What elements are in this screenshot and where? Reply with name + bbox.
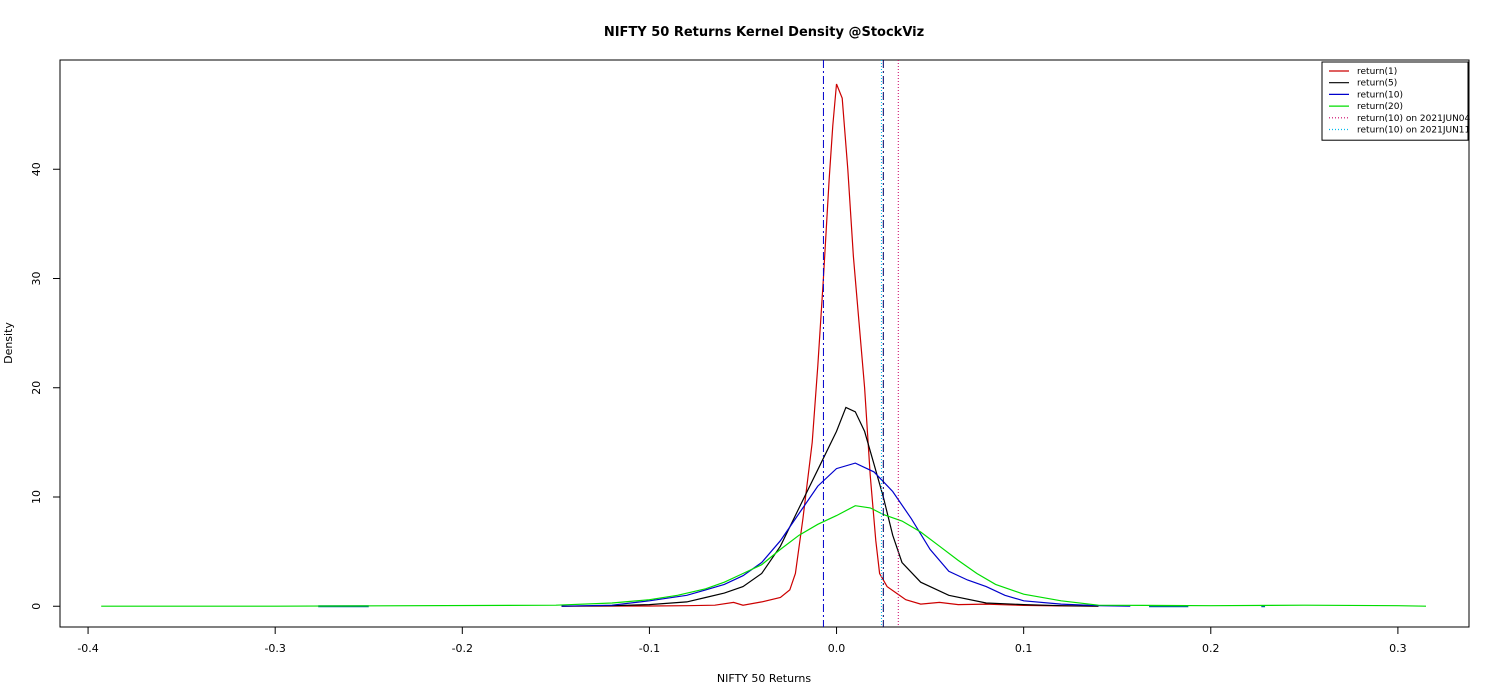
chart-title: NIFTY 50 Returns Kernel Density @StockVi…: [604, 25, 924, 40]
series-line: [561, 462, 1131, 607]
y-axis-label: Density: [2, 322, 15, 364]
x-tick-label: -0.4: [77, 642, 98, 655]
y-tick-label: 10: [30, 490, 43, 504]
x-tick-label: -0.1: [639, 642, 660, 655]
legend-label: return(10) on 2021JUN11: [1357, 126, 1470, 136]
x-axis: -0.4 -0.3 -0.2 -0.1 0.0 0.1 0.2 0.3: [77, 626, 1407, 655]
x-tick-label: -0.3: [264, 642, 285, 655]
plot-frame: [59, 59, 1470, 628]
x-tick-label: 0.0: [828, 642, 846, 655]
y-tick-label: 0: [30, 603, 43, 610]
legend-label: return(10) on 2021JUN04: [1357, 114, 1471, 124]
legend-box: [1321, 61, 1469, 141]
x-tick-label: -0.2: [452, 642, 473, 655]
y-tick-label: 40: [30, 162, 43, 176]
series-line: [561, 406, 1099, 607]
legend-label: return(20): [1357, 102, 1403, 112]
series-line: [101, 505, 1427, 607]
x-tick-label: 0.3: [1389, 642, 1407, 655]
series-lines: [101, 83, 1427, 607]
vertical-lines: [822, 60, 899, 627]
x-tick-label: 0.2: [1202, 642, 1220, 655]
y-axis: 0 10 20 30 40: [30, 162, 61, 610]
series-line: [561, 83, 1099, 607]
legend-label: return(5): [1357, 79, 1397, 89]
legend: return(1) return(5)return(10) return(20) re…: [1321, 61, 1471, 141]
legend-label: return(1): [1357, 67, 1397, 77]
legend-label: return(10): [1357, 90, 1403, 100]
y-tick-label: 30: [30, 271, 43, 285]
x-axis-label: NIFTY 50 Returns: [717, 672, 812, 685]
x-tick-label: 0.1: [1015, 642, 1033, 655]
y-tick-label: 20: [30, 381, 43, 395]
